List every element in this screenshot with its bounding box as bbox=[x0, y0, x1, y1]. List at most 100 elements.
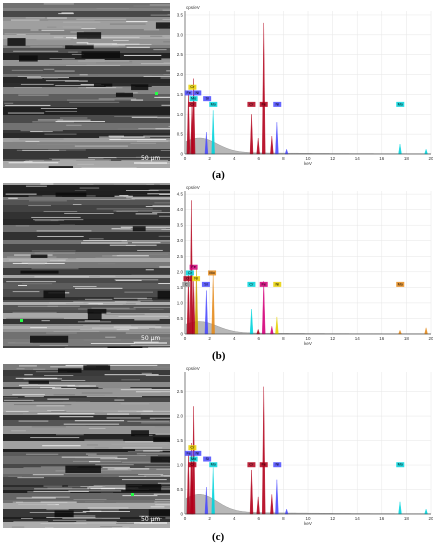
svg-text:Fe: Fe bbox=[262, 463, 266, 467]
sem-streak bbox=[68, 490, 122, 492]
sem-streak bbox=[81, 392, 113, 394]
x-tick-label: 16 bbox=[379, 156, 385, 161]
sem-streak bbox=[18, 503, 56, 505]
sem-streak bbox=[107, 413, 130, 415]
sem-streak bbox=[101, 488, 139, 490]
sem-streak bbox=[11, 430, 26, 432]
sem-streak bbox=[163, 62, 170, 64]
sem-streak bbox=[62, 26, 82, 28]
sem-streak bbox=[36, 230, 92, 232]
sem-streak bbox=[30, 437, 80, 439]
sem-streak bbox=[77, 321, 112, 323]
sem-streak bbox=[57, 119, 91, 121]
sem-streak bbox=[4, 102, 14, 104]
spectrum-peak bbox=[191, 78, 196, 155]
sem-streak bbox=[131, 198, 170, 200]
y-tick-label: 0.5 bbox=[177, 132, 184, 137]
sem-streak bbox=[119, 195, 129, 197]
sem-band bbox=[3, 297, 170, 300]
spectrum-peak bbox=[249, 309, 254, 335]
svg-text:Ni: Ni bbox=[275, 463, 279, 467]
scale-bar-label: 50 µm bbox=[141, 335, 161, 342]
sem-band bbox=[3, 305, 170, 310]
sem-streak bbox=[154, 426, 170, 428]
sem-band bbox=[3, 101, 170, 107]
sem-pit bbox=[28, 380, 49, 384]
sem-streak bbox=[51, 411, 67, 413]
sem-band bbox=[3, 77, 170, 83]
sem-pit bbox=[43, 290, 65, 299]
sem-streak bbox=[122, 495, 158, 497]
panel-b: 50 µm 0 2 4 6 8 10 12 14 16 18 20 0 0.5 1.0 1.5 2.0 2.5 3… bbox=[0, 183, 433, 363]
sem-streak bbox=[118, 315, 169, 317]
sem-band bbox=[3, 29, 170, 35]
x-tick-label: 12 bbox=[330, 336, 336, 341]
sem-streak bbox=[87, 487, 139, 489]
sem-band bbox=[3, 94, 170, 101]
sem-streak bbox=[50, 366, 97, 368]
element-label: C bbox=[182, 281, 191, 287]
sem-streak bbox=[34, 252, 76, 254]
sem-pit bbox=[131, 430, 149, 437]
spectrum-peak bbox=[398, 501, 402, 515]
element-label: Mo bbox=[396, 462, 405, 468]
sem-streak bbox=[102, 388, 152, 390]
element-label: Ni bbox=[192, 276, 201, 282]
sem-band bbox=[3, 183, 170, 185]
sem-streak bbox=[102, 466, 130, 468]
element-label: Mo bbox=[396, 101, 405, 107]
spectrum-peak bbox=[249, 469, 254, 515]
sem-streak bbox=[43, 485, 63, 487]
sem-streak bbox=[18, 138, 64, 140]
sem-streak bbox=[145, 269, 154, 271]
sem-streak bbox=[33, 219, 84, 221]
sem-streak bbox=[28, 384, 38, 386]
sem-streak bbox=[114, 116, 158, 118]
y-tick-label: 0.5 bbox=[177, 316, 184, 321]
sem-streak bbox=[29, 130, 43, 132]
sem-streak bbox=[67, 385, 90, 387]
sem-streak bbox=[43, 68, 55, 70]
sem-streak bbox=[67, 485, 106, 487]
sem-band bbox=[3, 39, 170, 45]
svg-text:Fe: Fe bbox=[186, 91, 190, 95]
sem-streak bbox=[88, 461, 101, 463]
x-axis-label: keV bbox=[304, 341, 312, 346]
sem-streak bbox=[143, 76, 170, 78]
sem-band bbox=[3, 200, 170, 205]
sem-streak bbox=[154, 501, 170, 503]
element-label: Mo bbox=[189, 456, 198, 462]
svg-text:Cr: Cr bbox=[190, 446, 195, 450]
sem-pit bbox=[87, 308, 107, 314]
sem-band bbox=[3, 66, 170, 74]
x-axis-label: keV bbox=[304, 161, 312, 166]
element-label: Ni bbox=[193, 450, 202, 456]
sem-band bbox=[3, 138, 170, 142]
sem-streak bbox=[89, 509, 119, 511]
svg-text:Si: Si bbox=[205, 457, 209, 461]
element-label: Cr bbox=[247, 462, 256, 468]
sem-band bbox=[3, 3, 170, 8]
sem-streak bbox=[145, 375, 170, 377]
sem-streak bbox=[102, 303, 136, 305]
x-tick-label: 16 bbox=[379, 336, 385, 341]
sem-band bbox=[3, 60, 170, 66]
sem-streak bbox=[158, 215, 170, 217]
sem-band bbox=[3, 240, 170, 244]
spectrum-peak bbox=[256, 328, 260, 335]
x-tick-label: 6 bbox=[258, 156, 261, 161]
sem-streak bbox=[149, 4, 170, 6]
sem-pit bbox=[55, 192, 87, 197]
y-tick-label: 1.5 bbox=[177, 285, 184, 290]
sem-streak bbox=[15, 225, 30, 227]
sem-streak bbox=[153, 493, 170, 495]
spectrum-peak bbox=[270, 494, 274, 515]
sem-streak bbox=[31, 496, 70, 498]
sem-streak bbox=[14, 87, 43, 89]
sem-streak bbox=[41, 29, 91, 31]
sem-streak bbox=[53, 36, 64, 38]
sem-band bbox=[3, 225, 170, 232]
sem-streak bbox=[155, 434, 170, 436]
sem-streak bbox=[100, 275, 116, 277]
x-tick-label: 14 bbox=[355, 516, 361, 521]
